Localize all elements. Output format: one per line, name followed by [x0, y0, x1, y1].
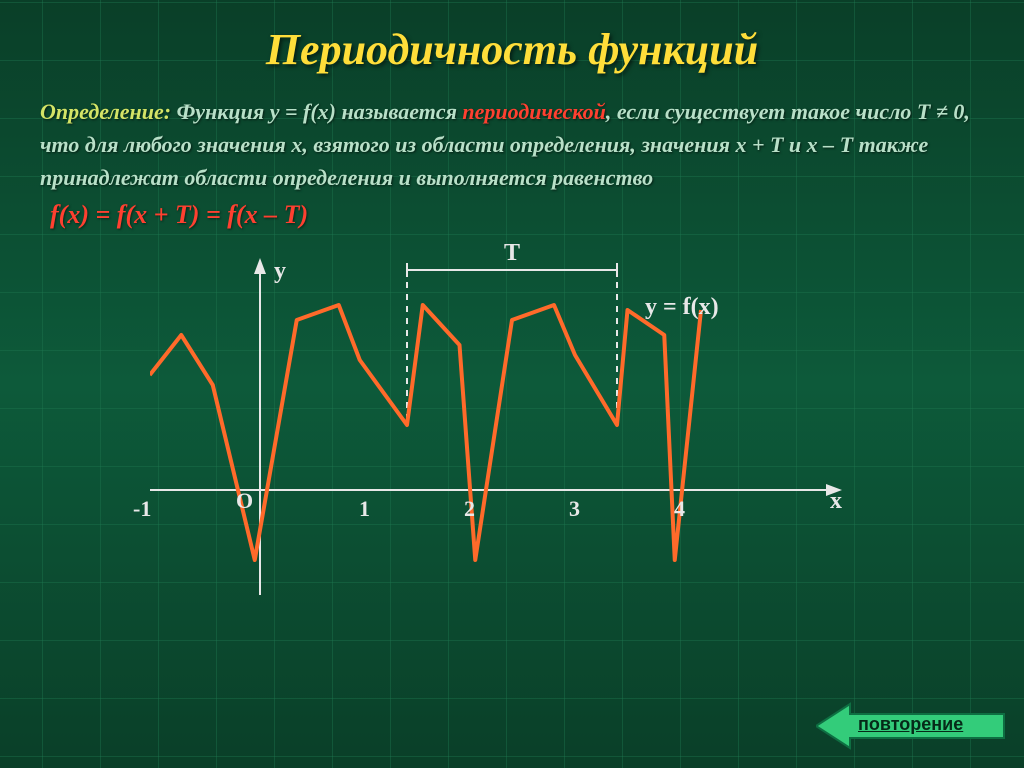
formula-text: f(x) = f(x + T) = f(x – T) [50, 200, 984, 230]
slide-title: Периодичность функций [40, 24, 984, 75]
chart-svg [150, 240, 850, 600]
definition-label: Определение: [40, 99, 171, 124]
slide-content: Периодичность функций Определение: Функц… [0, 0, 1024, 768]
definition-part-a: Функция y = f(x) называется [171, 99, 462, 124]
definition-periodic-word: периодической [462, 99, 605, 124]
definition-text: Определение: Функция y = f(x) называется… [40, 95, 984, 194]
periodic-function-chart: yxOTy = f(x)-11234 [150, 240, 850, 600]
